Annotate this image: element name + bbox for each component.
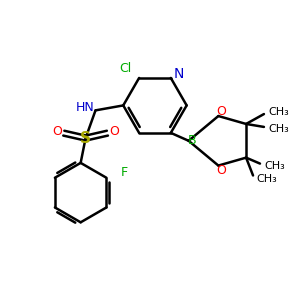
Text: O: O (110, 125, 119, 138)
Text: CH₃: CH₃ (264, 160, 285, 171)
Text: S: S (80, 130, 91, 146)
Text: O: O (52, 125, 62, 138)
Text: CH₃: CH₃ (268, 124, 289, 134)
Text: O: O (216, 105, 226, 118)
Text: CH₃: CH₃ (268, 107, 289, 117)
Text: Cl: Cl (119, 61, 131, 75)
Text: CH₃: CH₃ (256, 174, 277, 184)
Text: B: B (187, 134, 196, 147)
Text: F: F (121, 166, 128, 179)
Text: HN: HN (76, 101, 95, 114)
Text: O: O (216, 164, 226, 177)
Text: N: N (173, 67, 184, 81)
